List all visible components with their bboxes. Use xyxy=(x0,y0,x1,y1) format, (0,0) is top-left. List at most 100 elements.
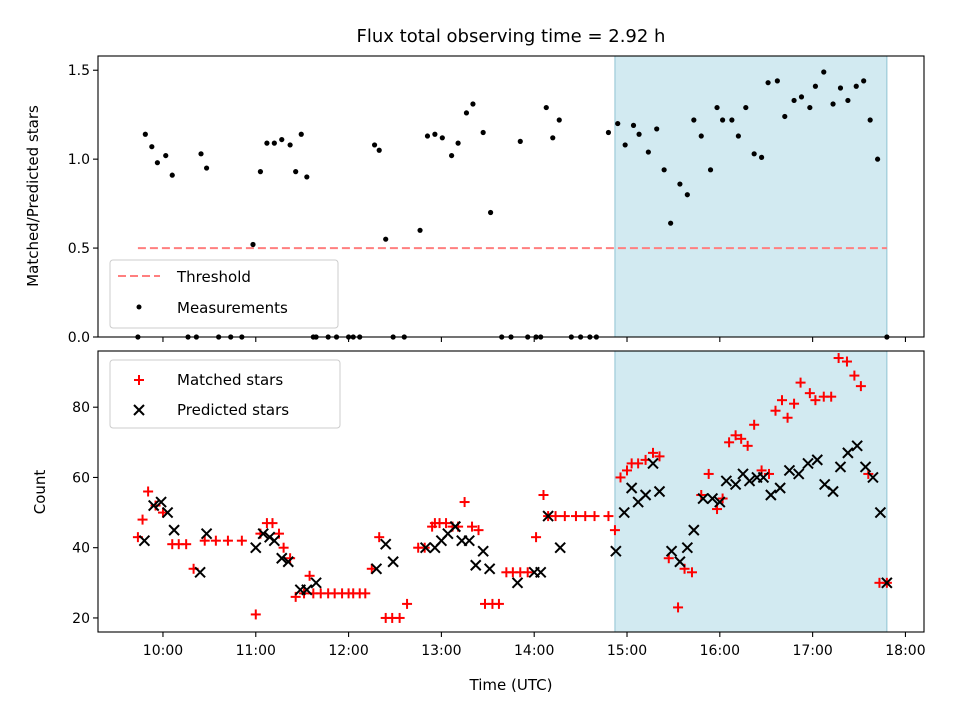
predicted-point-b xyxy=(647,457,659,470)
matched-point xyxy=(441,518,452,529)
predicted-point-b xyxy=(765,489,777,501)
predicted-point-b xyxy=(194,566,206,578)
matched-point xyxy=(210,535,221,546)
matched-point xyxy=(236,535,247,546)
x-tick-label: 14:00 xyxy=(514,643,554,659)
matched-point xyxy=(493,598,504,609)
matched-point xyxy=(467,521,478,532)
predicted-point-b xyxy=(697,492,709,505)
predicted-point-b xyxy=(463,534,475,547)
matched-point xyxy=(673,602,684,613)
predicted-point xyxy=(168,524,180,536)
measurement-point xyxy=(279,136,285,143)
measurement-point xyxy=(605,129,612,136)
measurement-point xyxy=(812,83,819,89)
measurement-point xyxy=(661,167,667,173)
matched-point xyxy=(150,500,161,511)
top-panel: Flux total observing time = 2.92 h 0.00.… xyxy=(24,26,925,346)
predicted-point xyxy=(477,545,489,557)
predicted-point-b xyxy=(138,534,151,547)
predicted-point-b xyxy=(653,485,666,498)
matched-point xyxy=(696,490,707,501)
measurement-point xyxy=(298,131,304,137)
matched-point xyxy=(550,511,561,522)
matched-point xyxy=(603,511,614,522)
top-y-axis-label: Matched/Predicted stars xyxy=(24,105,42,287)
legend-predicted-marker-b xyxy=(133,404,145,416)
predicted-point xyxy=(419,541,432,554)
measurement-point xyxy=(142,131,148,137)
predicted-point xyxy=(653,485,666,498)
bottom-legend: Matched stars Predicted stars xyxy=(109,359,341,429)
x-tick-label: 17:00 xyxy=(792,643,832,659)
predicted-point-b xyxy=(470,559,482,571)
predicted-point-b xyxy=(625,482,638,494)
matched-point xyxy=(143,486,154,497)
predicted-point-b xyxy=(834,461,847,473)
predicted-point-b xyxy=(310,577,322,589)
measurement-point xyxy=(698,133,704,139)
measurement-point xyxy=(707,167,714,173)
predicted-point xyxy=(138,534,151,547)
matched-point xyxy=(580,511,591,522)
measurement-point xyxy=(691,117,697,123)
measurement-point xyxy=(714,104,720,111)
measurement-point xyxy=(287,142,293,148)
measurement-point xyxy=(470,101,476,107)
matched-point xyxy=(703,468,714,479)
predicted-point xyxy=(625,482,638,494)
predicted-point-b xyxy=(483,563,496,575)
measurement-point xyxy=(830,101,836,107)
measurement-point xyxy=(735,133,741,139)
predicted-point xyxy=(688,524,700,536)
y-tick-label: 80 xyxy=(72,400,90,416)
predicted-point xyxy=(881,577,893,589)
legend-measurements-swatch xyxy=(136,304,142,310)
measurement-point xyxy=(550,135,556,141)
matched-point xyxy=(833,353,844,364)
measurement-point xyxy=(198,151,204,157)
predicted-point xyxy=(310,577,322,589)
matched-point xyxy=(736,433,747,444)
predicted-point xyxy=(483,563,496,575)
predicted-point xyxy=(155,496,167,508)
measurement-point xyxy=(821,69,827,75)
matched-point xyxy=(770,405,781,416)
predicted-point-b xyxy=(874,506,887,519)
matched-point xyxy=(777,395,788,406)
matched-point xyxy=(278,542,289,553)
matched-point xyxy=(559,511,570,522)
measurement-point xyxy=(449,152,455,159)
predicted-point xyxy=(834,461,847,473)
top-y-ticks: 0.0 0.5 1.0 1.5 xyxy=(68,63,98,346)
x-tick-label: 11:00 xyxy=(236,643,276,659)
predicted-point xyxy=(610,545,622,557)
predicted-point xyxy=(301,584,313,596)
predicted-point-b xyxy=(842,447,854,459)
matched-point xyxy=(222,535,233,546)
y-tick-label: 0.5 xyxy=(68,241,90,257)
measurement-point xyxy=(203,165,210,171)
measurement-point xyxy=(417,227,423,233)
measurement-point xyxy=(677,181,683,187)
x-tick-label: 15:00 xyxy=(607,643,647,659)
predicted-point xyxy=(681,541,694,554)
predicted-point-b xyxy=(720,475,733,487)
predicted-point xyxy=(647,457,659,470)
matched-point xyxy=(795,377,806,388)
matched-point xyxy=(250,609,261,620)
predicted-point-b xyxy=(737,468,749,480)
predicted-point-b xyxy=(688,524,700,536)
legend-predicted-swatch xyxy=(133,404,145,416)
predicted-point-b xyxy=(851,440,863,452)
predicted-point-b xyxy=(161,506,174,519)
matched-point xyxy=(686,567,697,578)
y-tick-label: 20 xyxy=(72,611,90,627)
top-legend: Threshold Measurements xyxy=(109,259,339,329)
measurement-point xyxy=(383,236,389,242)
measurement-point xyxy=(264,140,270,146)
bottom-x-ticks: 10:00 11:00 12:00 13:00 14:00 15:00 16:00 17:00… xyxy=(143,632,926,659)
measurement-point xyxy=(271,140,277,146)
legend-measurements-label: Measurements xyxy=(177,299,288,317)
measurement-point xyxy=(751,151,757,157)
